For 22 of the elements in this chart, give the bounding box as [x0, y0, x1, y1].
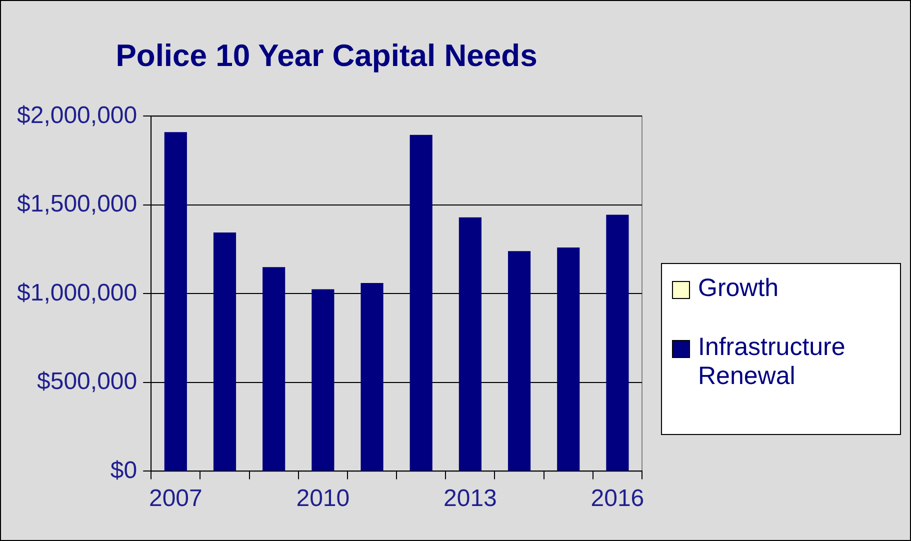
bar — [606, 214, 629, 471]
x-tick-label: 2007 — [148, 485, 202, 512]
bar — [360, 283, 384, 471]
bar — [458, 217, 482, 471]
legend-label: Growth — [698, 274, 779, 303]
y-tick-label: $0 — [110, 456, 138, 484]
bar — [213, 232, 236, 471]
bar — [164, 132, 187, 471]
bar — [557, 248, 580, 471]
x-tick-label: 2010 — [296, 485, 350, 512]
y-tick-label: $1,500,000 — [16, 190, 138, 218]
y-tick-label: $1,000,000 — [16, 279, 138, 306]
x-tick-label: 2016 — [590, 485, 644, 512]
bar — [262, 267, 286, 471]
bar — [312, 289, 334, 471]
chart-title: Police 10 Year Capital Needs — [116, 38, 538, 74]
y-tick-label: $500,000 — [37, 368, 138, 396]
x-tick-label: 2013 — [443, 485, 497, 512]
y-tick-label: $2,000,000 — [16, 102, 138, 129]
bar — [508, 251, 531, 471]
legend-label: Infrastructure Renewal — [698, 333, 846, 391]
bar — [410, 134, 432, 471]
